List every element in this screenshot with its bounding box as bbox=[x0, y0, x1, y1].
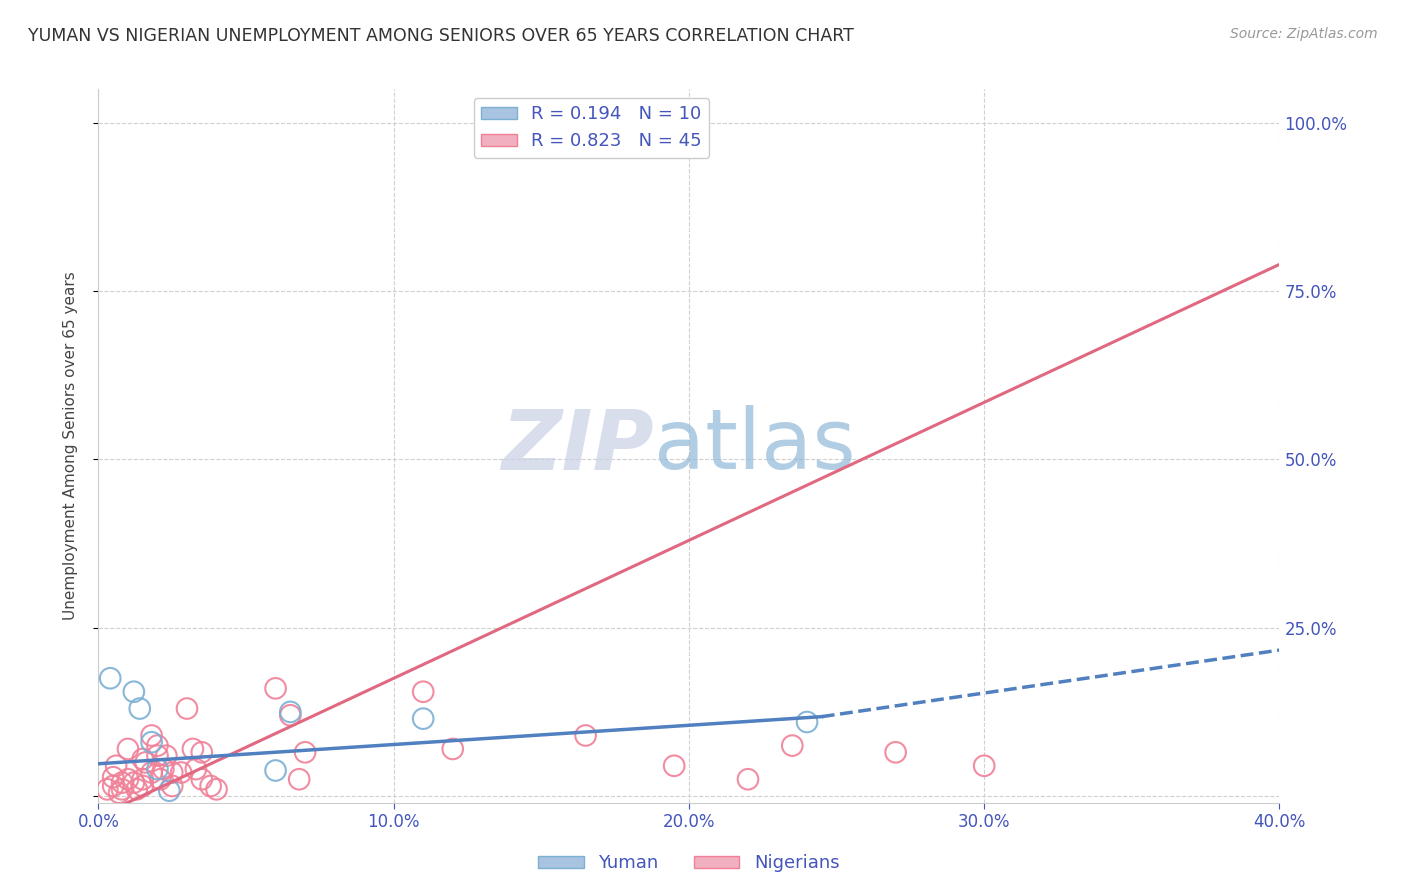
Point bbox=[664, 758, 686, 772]
Point bbox=[264, 681, 287, 696]
Point bbox=[103, 770, 125, 784]
Point bbox=[141, 729, 163, 743]
Point bbox=[146, 748, 169, 763]
Point bbox=[141, 765, 163, 780]
Point bbox=[796, 714, 818, 729]
Point bbox=[162, 779, 183, 793]
Text: Source: ZipAtlas.com: Source: ZipAtlas.com bbox=[1230, 27, 1378, 41]
Point bbox=[152, 762, 174, 776]
Point bbox=[96, 782, 118, 797]
Point bbox=[181, 742, 204, 756]
Point bbox=[132, 779, 155, 793]
Point bbox=[146, 762, 169, 776]
Text: YUMAN VS NIGERIAN UNEMPLOYMENT AMONG SENIORS OVER 65 YEARS CORRELATION CHART: YUMAN VS NIGERIAN UNEMPLOYMENT AMONG SEN… bbox=[28, 27, 853, 45]
Point bbox=[184, 762, 207, 776]
Point bbox=[111, 782, 134, 797]
Point bbox=[294, 745, 316, 759]
Y-axis label: Unemployment Among Seniors over 65 years: Unemployment Among Seniors over 65 years bbox=[63, 272, 77, 620]
Point bbox=[884, 745, 907, 759]
Point bbox=[574, 729, 596, 743]
Point bbox=[117, 772, 139, 787]
Point bbox=[288, 772, 311, 787]
Point bbox=[98, 671, 121, 685]
Point bbox=[155, 748, 177, 763]
Point bbox=[412, 712, 434, 726]
Point bbox=[141, 735, 163, 749]
Point bbox=[149, 772, 172, 787]
Text: atlas: atlas bbox=[654, 406, 855, 486]
Point bbox=[278, 705, 302, 719]
Point bbox=[105, 758, 128, 772]
Point bbox=[157, 783, 180, 797]
Point bbox=[737, 772, 759, 787]
Point bbox=[132, 752, 155, 766]
Point bbox=[973, 758, 995, 772]
Point bbox=[278, 708, 302, 723]
Point bbox=[782, 739, 804, 753]
Point bbox=[191, 772, 214, 787]
Text: ZIP: ZIP bbox=[501, 406, 654, 486]
Point bbox=[135, 756, 157, 770]
Point bbox=[122, 684, 145, 698]
Point bbox=[111, 775, 134, 789]
Point bbox=[191, 745, 214, 759]
Point bbox=[122, 775, 145, 789]
Point bbox=[200, 779, 222, 793]
Point bbox=[132, 772, 155, 787]
Point bbox=[176, 701, 198, 715]
Point bbox=[146, 739, 169, 753]
Legend: Yuman, Nigerians: Yuman, Nigerians bbox=[531, 847, 846, 880]
Point bbox=[205, 782, 228, 797]
Point bbox=[128, 701, 150, 715]
Point bbox=[125, 782, 148, 797]
Point bbox=[264, 764, 287, 778]
Point bbox=[412, 684, 434, 698]
Point bbox=[162, 765, 183, 780]
Point bbox=[103, 779, 125, 793]
Point bbox=[170, 765, 193, 780]
Point bbox=[117, 742, 139, 756]
Point bbox=[441, 742, 464, 756]
Point bbox=[108, 786, 131, 800]
